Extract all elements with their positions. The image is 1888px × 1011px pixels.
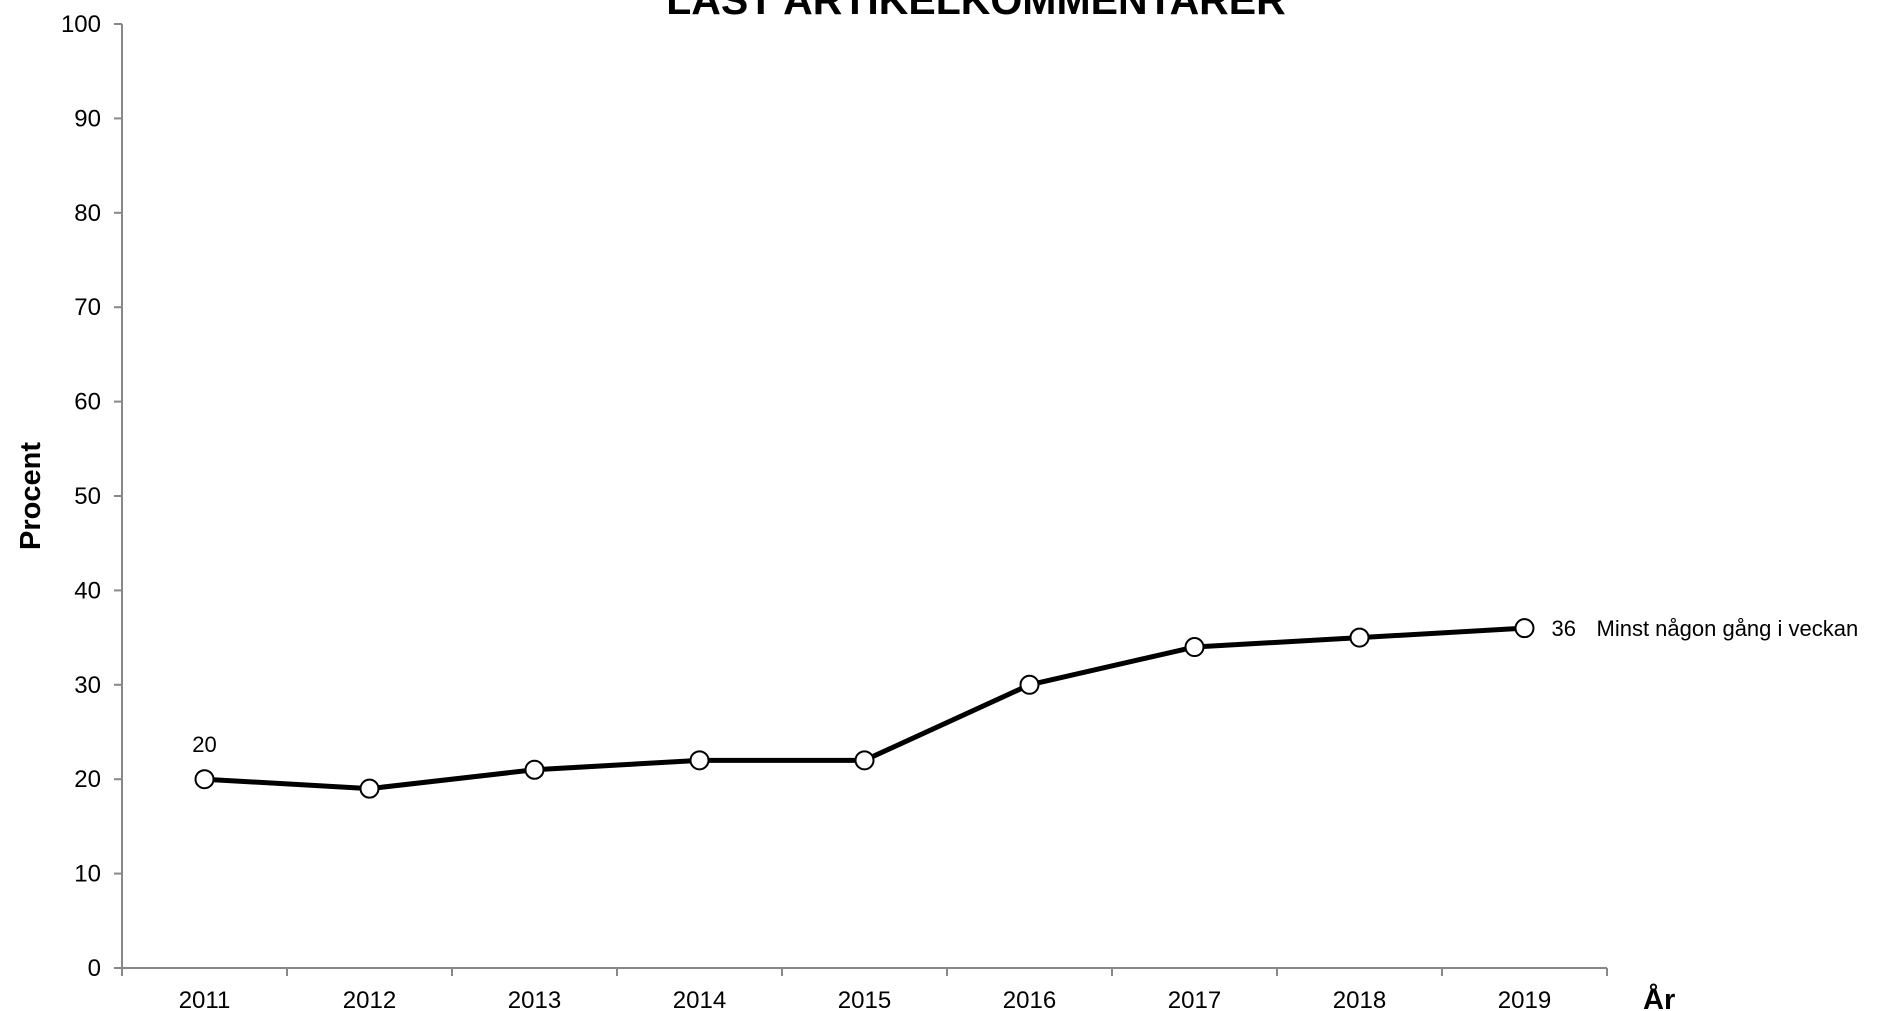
y-tick-label: 100 bbox=[61, 11, 101, 38]
data-point bbox=[689, 750, 710, 771]
x-tick-label: 2011 bbox=[179, 987, 231, 1011]
y-tick-label: 60 bbox=[74, 389, 101, 416]
series-name-label: Minst någon gång i veckan bbox=[1597, 616, 1859, 641]
data-point bbox=[1514, 618, 1535, 639]
data-point bbox=[359, 778, 380, 799]
y-tick-label: 70 bbox=[74, 294, 101, 321]
y-tick-label: 50 bbox=[74, 483, 101, 510]
y-tick-label: 10 bbox=[74, 861, 101, 888]
x-axis-title: År bbox=[1643, 983, 1675, 1011]
x-tick-label: 2012 bbox=[343, 987, 396, 1011]
data-point bbox=[1349, 627, 1370, 648]
y-tick-label: 20 bbox=[74, 766, 101, 793]
x-tick-label: 2017 bbox=[1168, 987, 1221, 1011]
series-layer: 20 36 Minst någon gång i veckan bbox=[192, 616, 1859, 799]
y-tick-label: 40 bbox=[74, 577, 101, 604]
x-tick-label: 2015 bbox=[838, 987, 891, 1011]
y-tick-label: 30 bbox=[74, 672, 101, 699]
x-tick-label: 2014 bbox=[673, 987, 726, 1011]
data-point bbox=[854, 750, 875, 771]
data-label: 36 bbox=[1552, 616, 1576, 641]
x-tick-label: 2016 bbox=[1003, 987, 1056, 1011]
y-tick-label: 0 bbox=[88, 955, 101, 982]
data-point bbox=[1019, 674, 1040, 695]
y-tick-label: 90 bbox=[74, 105, 101, 132]
y-axis-title: Procent bbox=[15, 442, 47, 550]
data-point bbox=[524, 759, 545, 780]
y-tick-label: 80 bbox=[74, 200, 101, 227]
x-tick-label: 2018 bbox=[1333, 987, 1386, 1011]
axes: 0 10 20 30 40 50 60 70 80 90 100 2011 2012 2013 2014 20… bbox=[61, 11, 1608, 1011]
data-label: 20 bbox=[192, 732, 216, 757]
data-point bbox=[194, 769, 215, 790]
data-point bbox=[1184, 637, 1205, 658]
chart-title: LÄST ARTIKELKOMMENTARER bbox=[666, 0, 1286, 23]
x-tick-label: 2013 bbox=[508, 987, 561, 1011]
x-tick-label: 2019 bbox=[1498, 987, 1551, 1011]
